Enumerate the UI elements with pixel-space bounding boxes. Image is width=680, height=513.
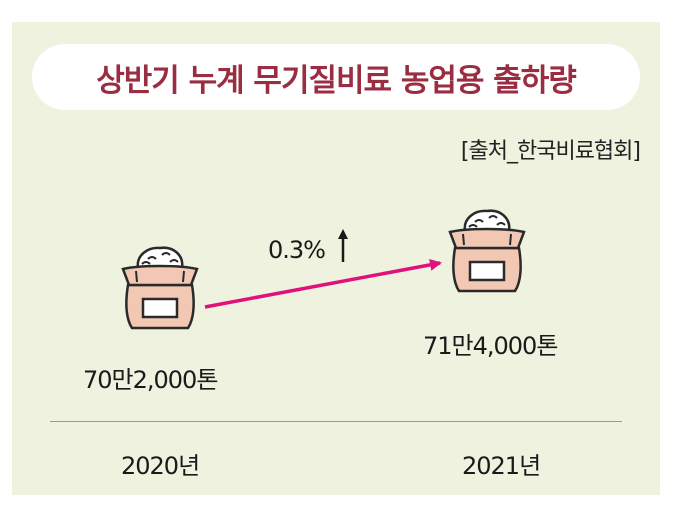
x-tick-label-2021: 2021년 [462,452,541,480]
x-tick-label-2020: 2020년 [121,452,200,480]
up-arrow-icon [338,229,348,262]
source-note: [출처_한국비료협회] [460,139,641,164]
fertilizer-sack-icon-2021 [448,209,526,293]
data-label-2020: 70만2,000톤 [83,366,218,394]
x-axis-line [50,421,622,422]
change-label: 0.3% [268,236,326,264]
fertilizer-sack-icon-2020 [121,246,199,330]
title-banner: 상반기 누계 무기질비료 농업용 출하량 [32,44,640,110]
trend-arrow [204,258,442,309]
chart-title: 상반기 누계 무기질비료 농업용 출하량 [96,62,576,99]
data-label-2021: 71만4,000톤 [423,332,558,360]
